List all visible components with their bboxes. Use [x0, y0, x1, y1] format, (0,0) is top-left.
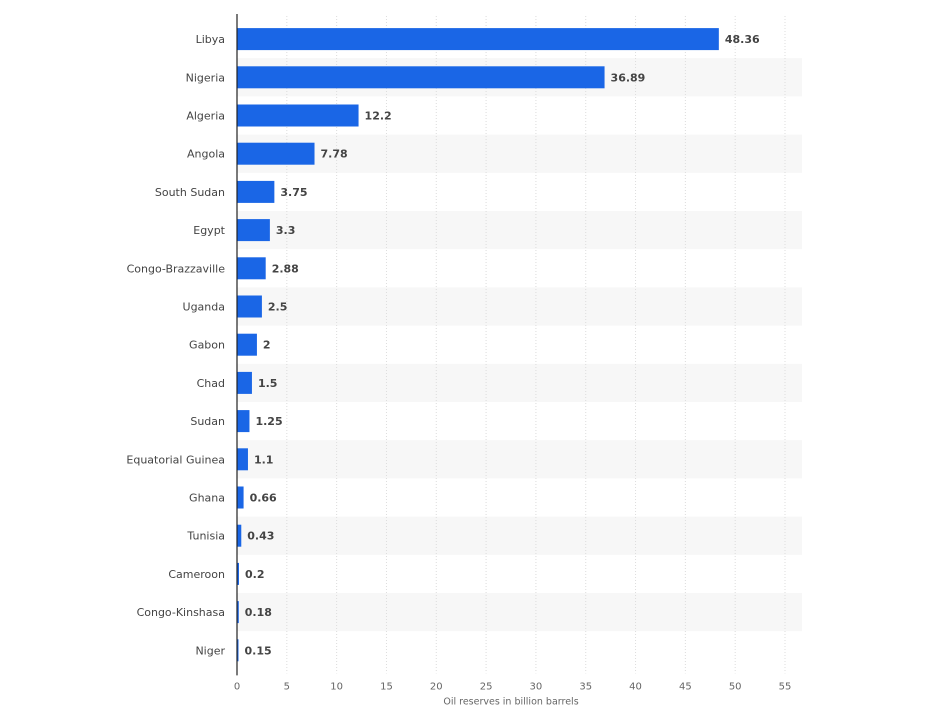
- bar[interactable]: [237, 333, 257, 356]
- row-band: [237, 593, 802, 632]
- x-tick-label: 20: [430, 681, 443, 692]
- bar-value-label: 36.89: [611, 71, 646, 84]
- bar[interactable]: [237, 142, 315, 165]
- category-label: Chad: [197, 377, 225, 390]
- category-label: Nigeria: [186, 71, 225, 84]
- bars: [237, 28, 719, 662]
- bar-value-label: 3.75: [280, 186, 307, 199]
- bar-value-label: 0.18: [245, 606, 272, 619]
- category-label: Equatorial Guinea: [126, 453, 225, 466]
- category-label: Tunisia: [186, 530, 225, 543]
- bar[interactable]: [237, 448, 248, 471]
- row-band: [237, 516, 802, 555]
- bar[interactable]: [237, 410, 250, 433]
- x-tick-label: 5: [284, 681, 290, 692]
- x-axis-title: Oil reserves in billion barrels: [443, 696, 578, 707]
- bar[interactable]: [237, 219, 270, 242]
- category-label: Gabon: [189, 339, 225, 352]
- bar-value-label: 0.66: [250, 492, 277, 505]
- bar[interactable]: [237, 562, 239, 585]
- bar-value-label: 2.88: [272, 262, 299, 275]
- x-tick-label: 50: [729, 681, 742, 692]
- category-label: Egypt: [193, 224, 225, 237]
- category-label: South Sudan: [155, 186, 225, 199]
- bar[interactable]: [237, 371, 252, 394]
- category-label: Algeria: [186, 110, 225, 123]
- bar[interactable]: [237, 104, 359, 127]
- category-labels: Libya Nigeria Algeria Angola South Sudan Egyp…: [126, 33, 225, 657]
- bar[interactable]: [237, 28, 719, 51]
- bar[interactable]: [237, 257, 266, 280]
- x-tick-label: 25: [480, 681, 493, 692]
- bar[interactable]: [237, 639, 239, 662]
- grid-lines: [286, 16, 786, 674]
- category-label: Sudan: [190, 415, 225, 428]
- row-band: [237, 287, 802, 326]
- category-label: Cameroon: [168, 568, 225, 581]
- x-tick-label: 0: [234, 681, 240, 692]
- bar-value-label: 12.2: [365, 110, 392, 123]
- x-tick-label: 30: [530, 681, 543, 692]
- bar[interactable]: [237, 486, 244, 509]
- bar[interactable]: [237, 524, 242, 547]
- x-tick-label: 45: [679, 681, 692, 692]
- bar-value-label: 0.2: [245, 568, 265, 581]
- bar[interactable]: [237, 180, 275, 203]
- x-tick-label: 15: [380, 681, 393, 692]
- category-label: Ghana: [189, 492, 225, 505]
- row-band: [237, 134, 802, 173]
- category-label: Congo-Kinshasa: [137, 606, 225, 619]
- row-band: [237, 440, 802, 479]
- x-tick-label: 55: [779, 681, 792, 692]
- category-label: Niger: [195, 644, 225, 657]
- category-label: Congo-Brazzaville: [127, 262, 226, 275]
- row-band: [237, 211, 802, 250]
- bar-value-label: 1.5: [258, 377, 278, 390]
- row-bands: [237, 58, 802, 632]
- category-label: Uganda: [183, 301, 225, 314]
- row-band: [237, 363, 802, 402]
- bar[interactable]: [237, 295, 262, 318]
- bar-value-label: 2.5: [268, 301, 288, 314]
- category-label: Angola: [187, 148, 225, 161]
- x-axis-ticks: 0 5 10 15 20 25 30 35 40 45 50 55: [234, 681, 792, 692]
- bar-value-label: 7.78: [321, 148, 348, 161]
- bar-value-label: 48.36: [725, 33, 760, 46]
- bar[interactable]: [237, 601, 239, 624]
- bar-value-label: 2: [263, 339, 271, 352]
- x-tick-label: 40: [629, 681, 642, 692]
- bar-value-label: 1.1: [254, 453, 274, 466]
- bar[interactable]: [237, 66, 605, 89]
- x-tick-label: 10: [330, 681, 343, 692]
- bar-value-label: 0.15: [244, 644, 271, 657]
- value-labels: 48.36 36.89 12.2 7.78 3.75 3.3 2.88 2.5 2 1.5 1.25…: [244, 33, 759, 657]
- bar-value-label: 1.25: [255, 415, 282, 428]
- bar-value-label: 3.3: [276, 224, 296, 237]
- bar-value-label: 0.43: [247, 530, 274, 543]
- x-tick-label: 35: [579, 681, 592, 692]
- category-label: Libya: [196, 33, 225, 46]
